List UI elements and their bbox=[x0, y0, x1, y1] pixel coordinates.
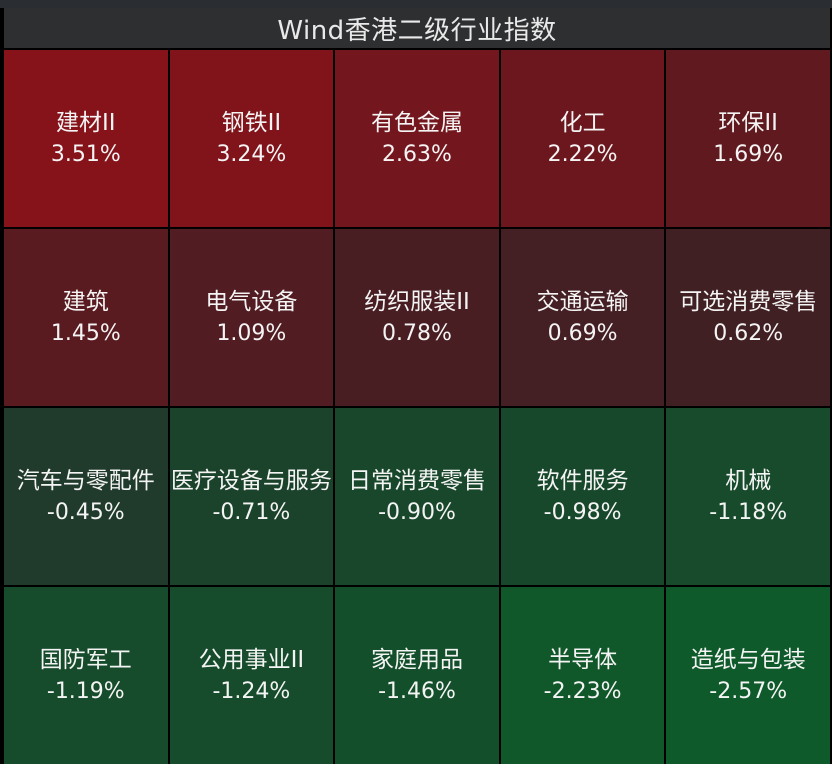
heatmap-cell-value: 1.69% bbox=[713, 141, 784, 167]
heatmap-cell-name: 有色金属 bbox=[370, 109, 463, 136]
heatmap-cell[interactable]: 交通运输 0.69% bbox=[500, 229, 665, 406]
heatmap-cell-name: 电气设备 bbox=[205, 288, 298, 315]
heatmap-cell-value: -1.18% bbox=[709, 499, 788, 525]
heatmap-cell-name: 国防军工 bbox=[39, 646, 132, 673]
heatmap-cell[interactable]: 建筑 1.45% bbox=[4, 229, 168, 406]
heatmap-cell-value: -2.23% bbox=[543, 678, 622, 704]
heatmap-cell[interactable]: 纺织服装II 0.78% bbox=[335, 229, 499, 406]
heatmap-cell-name: 日常消费零售 bbox=[347, 467, 486, 494]
heatmap-cell-name: 纺织服装II bbox=[364, 288, 470, 315]
heatmap-cell-value: 3.51% bbox=[50, 141, 121, 167]
heatmap-cell[interactable]: 半导体 -2.23% bbox=[500, 587, 665, 764]
heatmap-cell[interactable]: 汽车与零配件 -0.45% bbox=[4, 408, 168, 585]
heatmap-cell-value: 0.69% bbox=[547, 320, 618, 346]
heatmap-cell-value: -0.98% bbox=[543, 499, 622, 525]
heatmap-cell-value: -1.46% bbox=[378, 678, 456, 704]
heatmap-cell[interactable]: 公用事业II -1.24% bbox=[169, 587, 334, 764]
heatmap-cell-value: -1.19% bbox=[46, 678, 125, 704]
heatmap-cell-name: 建材II bbox=[56, 109, 116, 136]
heatmap-cell-value: 0.62% bbox=[713, 320, 784, 346]
heatmap-cell-value: 1.45% bbox=[50, 320, 121, 346]
heatmap-cell-name: 公用事业II bbox=[198, 646, 305, 673]
heatmap-grid: 建材II 3.51% 钢铁II 3.24% 有色金属 2.63% 化工 2.22% 环保II 1.… bbox=[4, 50, 830, 764]
heatmap-cell-name: 机械 bbox=[725, 467, 772, 494]
heatmap-cell-name: 家庭用品 bbox=[370, 646, 463, 673]
heatmap-cell-value: -2.57% bbox=[709, 678, 788, 704]
top-strip bbox=[0, 0, 832, 8]
heatmap-cell[interactable]: 机械 -1.18% bbox=[666, 408, 830, 585]
heatmap-cell-name: 医疗设备与服务 bbox=[170, 467, 332, 494]
heatmap-cell[interactable]: 化工 2.22% bbox=[500, 50, 665, 227]
heatmap-cell[interactable]: 有色金属 2.63% bbox=[335, 50, 499, 227]
heatmap-cell-name: 环保II bbox=[718, 109, 778, 136]
heatmap-cell[interactable]: 钢铁II 3.24% bbox=[169, 50, 334, 227]
heatmap-cell-name: 半导体 bbox=[548, 646, 618, 673]
heatmap-cell[interactable]: 国防军工 -1.19% bbox=[4, 587, 168, 764]
heatmap-cell-name: 造纸与包装 bbox=[690, 646, 806, 673]
heatmap-cell-name: 交通运输 bbox=[536, 288, 629, 315]
heatmap-cell[interactable]: 电气设备 1.09% bbox=[169, 229, 334, 406]
heatmap-cell[interactable]: 软件服务 -0.98% bbox=[500, 408, 665, 585]
heatmap-cell-name: 软件服务 bbox=[536, 467, 629, 494]
heatmap-cell[interactable]: 建材II 3.51% bbox=[4, 50, 168, 227]
heatmap-cell-value: -0.90% bbox=[378, 499, 456, 525]
heatmap-cell[interactable]: 日常消费零售 -0.90% bbox=[335, 408, 499, 585]
heatmap-cell-value: 2.22% bbox=[547, 141, 618, 167]
heatmap-cell-name: 钢铁II bbox=[221, 109, 282, 136]
heatmap-cell-value: -0.45% bbox=[46, 499, 125, 525]
heatmap-cell-name: 化工 bbox=[559, 109, 606, 136]
heatmap-cell[interactable]: 可选消费零售 0.62% bbox=[666, 229, 830, 406]
heatmap-cell-value: 0.78% bbox=[382, 320, 452, 346]
chart-header: Wind香港二级行业指数 bbox=[4, 8, 830, 48]
heatmap-cell-value: -0.71% bbox=[212, 499, 291, 525]
heatmap-cell-value: 2.63% bbox=[382, 141, 452, 167]
heatmap-cell[interactable]: 环保II 1.69% bbox=[666, 50, 830, 227]
chart-title: Wind香港二级行业指数 bbox=[277, 15, 557, 46]
heatmap-cell-value: 3.24% bbox=[216, 141, 287, 167]
heatmap-cell[interactable]: 造纸与包装 -2.57% bbox=[666, 587, 830, 764]
heatmap-cell-name: 汽车与零配件 bbox=[16, 467, 155, 494]
heatmap-cell-value: -1.24% bbox=[212, 678, 291, 704]
heatmap-cell-name: 建筑 bbox=[62, 288, 109, 315]
heatmap-cell-name: 可选消费零售 bbox=[679, 288, 818, 315]
heatmap-cell[interactable]: 家庭用品 -1.46% bbox=[335, 587, 499, 764]
heatmap-cell[interactable]: 医疗设备与服务 -0.71% bbox=[169, 408, 334, 585]
heatmap-cell-value: 1.09% bbox=[216, 320, 287, 346]
